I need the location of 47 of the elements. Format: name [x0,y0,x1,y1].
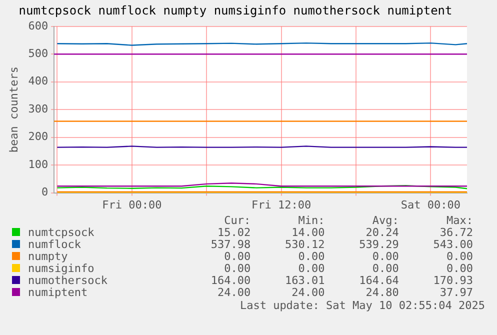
text: 170.93 [432,274,474,287]
y-tick-label: 200 [28,130,48,144]
text: 24.80 [364,286,400,299]
text: 37.97 [438,286,474,299]
text: 24.00 [216,286,252,299]
y-axis-title: bean counters [7,66,20,153]
text: 543.00 [432,238,474,251]
legend-label: numtcpsock [27,226,96,239]
x-tick-label: Sat 00:00 [400,198,460,212]
x-tick-label: Fri 00:00 [102,198,162,212]
text: 20.24 [364,226,400,239]
text: 530.12 [284,238,326,251]
text: Max: [446,214,474,227]
text: Cur: [223,214,252,227]
text: 0.00 [223,262,252,275]
text: 539.29 [358,238,400,251]
chart-title: numtcpsock numflock numpty numsiginfo numothersock numiptent [18,3,452,18]
text: 0.00 [446,262,474,275]
text: 14.00 [290,226,326,239]
y-tick-label: 100 [28,158,48,171]
text: 0.00 [297,262,326,275]
text: Avg: [371,214,400,227]
legend-label: numothersock [27,274,108,287]
text: 164.64 [358,274,400,287]
text: 0.00 [297,250,326,263]
y-tick-label: 500 [28,46,48,60]
text: Last update: Sat May 10 02:55:04 2025 [238,299,486,312]
text: 537.98 [210,238,252,251]
legend-label: numflock [27,238,81,251]
text: 0.00 [371,250,400,263]
legend-label: numsiginfo [27,262,96,275]
text: 0.00 [223,250,252,263]
text: 0.00 [446,250,474,263]
x-tick-label: Fri 12:00 [251,198,312,212]
text: 15.02 [216,226,252,239]
text: Min: [297,214,326,227]
y-tick-label: 300 [28,102,48,116]
text: 164.00 [210,274,252,287]
text: 36.72 [438,226,474,239]
text: 24.00 [290,286,326,299]
y-tick-label: 600 [28,19,48,32]
legend-label: numpty [27,250,69,263]
legend-label: numiptent [27,286,89,299]
text: 0.00 [371,262,400,275]
y-tick-label: 400 [28,74,48,88]
y-tick-label: 0 [41,186,48,199]
text: 163.01 [284,274,326,287]
